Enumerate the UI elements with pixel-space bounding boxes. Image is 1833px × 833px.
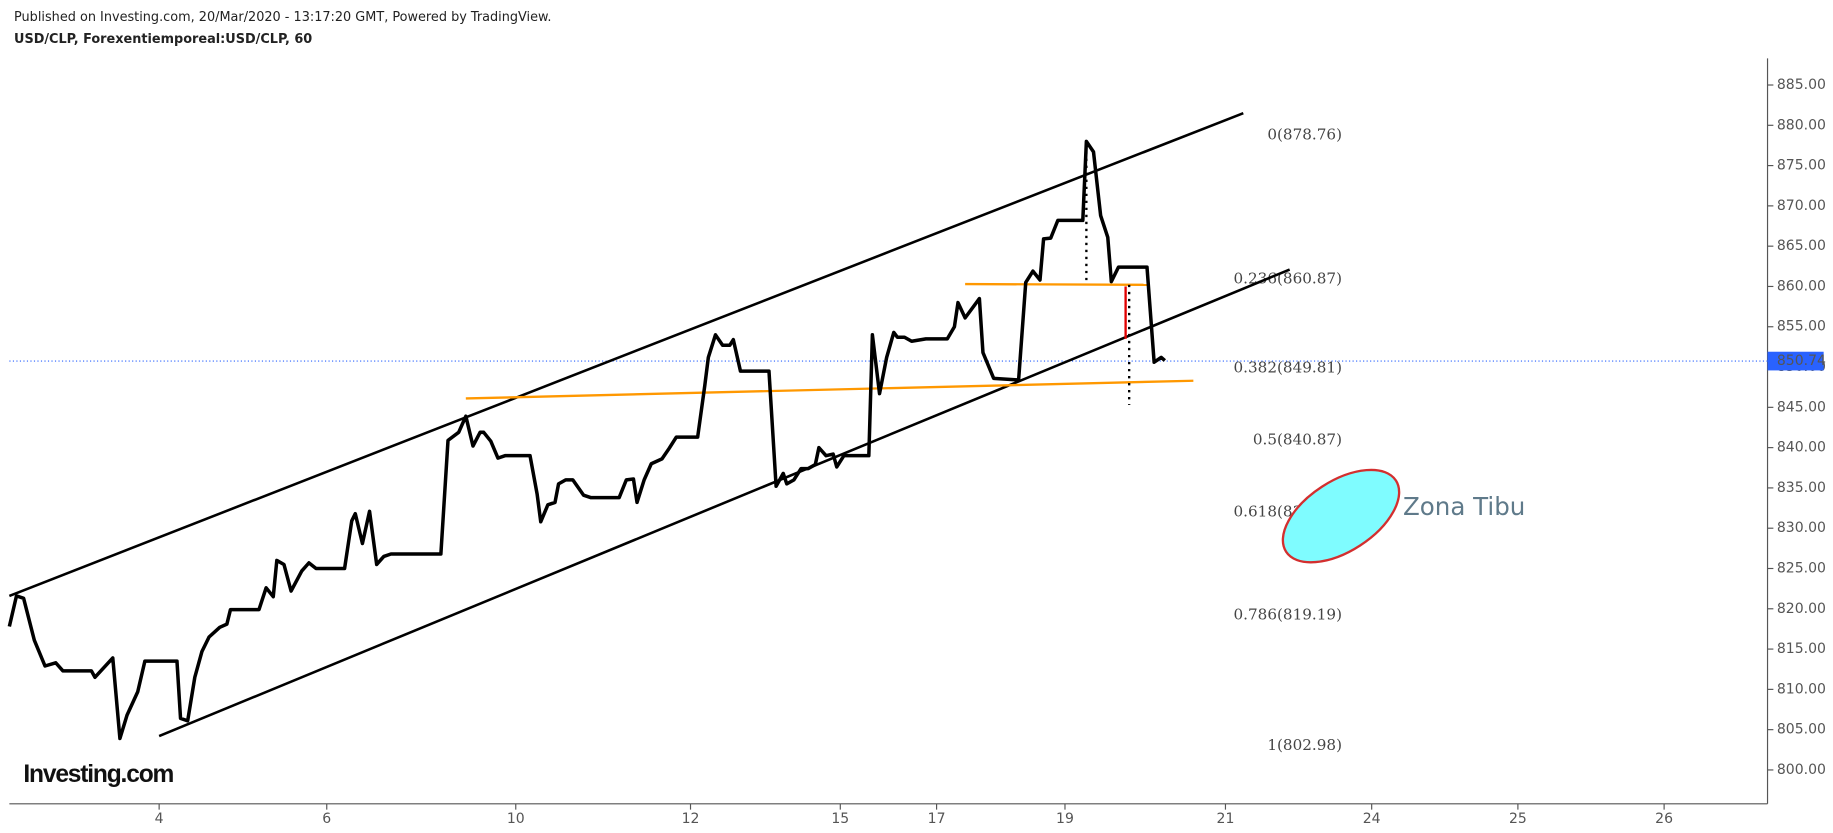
trendline (965, 282, 1148, 287)
y-tick-label: 805.00 (1777, 722, 1826, 738)
y-tick-label: 885.00 (1777, 77, 1826, 93)
fib-label: 0.236(860.87) (1234, 269, 1343, 287)
y-tick-label: 810.00 (1777, 681, 1826, 697)
x-tick-label: 10 (507, 811, 525, 827)
fib-label: 0.5(840.87) (1253, 431, 1342, 449)
x-tick-label: 4 (155, 811, 164, 827)
y-tick-label: 870.00 (1777, 198, 1826, 214)
trendline (158, 268, 1291, 738)
y-tick-label: 860.00 (1777, 278, 1826, 294)
y-tick-label: 865.00 (1777, 238, 1826, 254)
x-tick-label: 26 (1655, 811, 1673, 827)
price-line (7, 139, 1167, 741)
y-tick-label: 825.00 (1777, 560, 1826, 576)
chart-title: USD/CLP, Forexentiemporeal:USD/CLP, 60 (14, 32, 312, 47)
y-tick-label: 845.00 (1777, 399, 1826, 415)
y-tick-label: 855.00 (1777, 319, 1826, 335)
x-tick-label: 21 (1217, 811, 1235, 827)
y-tick-label: 875.00 (1777, 158, 1826, 174)
trendline (465, 379, 1194, 400)
fib-label: 0.382(849.81) (1234, 359, 1343, 377)
zone-label: Zona Tibu (1403, 492, 1525, 521)
y-tick-label: 815.00 (1777, 641, 1826, 657)
x-tick-label: 17 (928, 811, 946, 827)
x-tick-label: 12 (682, 811, 700, 827)
y-tick-label: 820.00 (1777, 601, 1826, 617)
fib-label: 0.786(819.19) (1234, 605, 1343, 623)
x-tick-label: 15 (831, 811, 849, 827)
zone-ellipse (1281, 468, 1401, 564)
last-price-label: 850.74 (1777, 353, 1826, 369)
fib-label: 1(802.98) (1267, 736, 1342, 754)
y-tick-label: 880.00 (1777, 117, 1826, 133)
x-tick-label: 6 (322, 811, 331, 827)
x-tick-label: 19 (1056, 811, 1074, 827)
logo: Investing.com (23, 761, 173, 788)
y-tick-label: 800.00 (1777, 762, 1826, 778)
fib-label: 0(878.76) (1267, 125, 1342, 143)
y-tick-label: 835.00 (1777, 480, 1826, 496)
last-price-box (1767, 351, 1824, 371)
header: Published on Investing.com, 20/Mar/2020 … (14, 10, 551, 25)
trendline (8, 112, 1244, 598)
y-tick-label: 830.00 (1777, 520, 1826, 536)
x-tick-label: 25 (1509, 811, 1527, 827)
y-tick-label: 840.00 (1777, 440, 1826, 456)
x-tick-label: 24 (1363, 811, 1381, 827)
